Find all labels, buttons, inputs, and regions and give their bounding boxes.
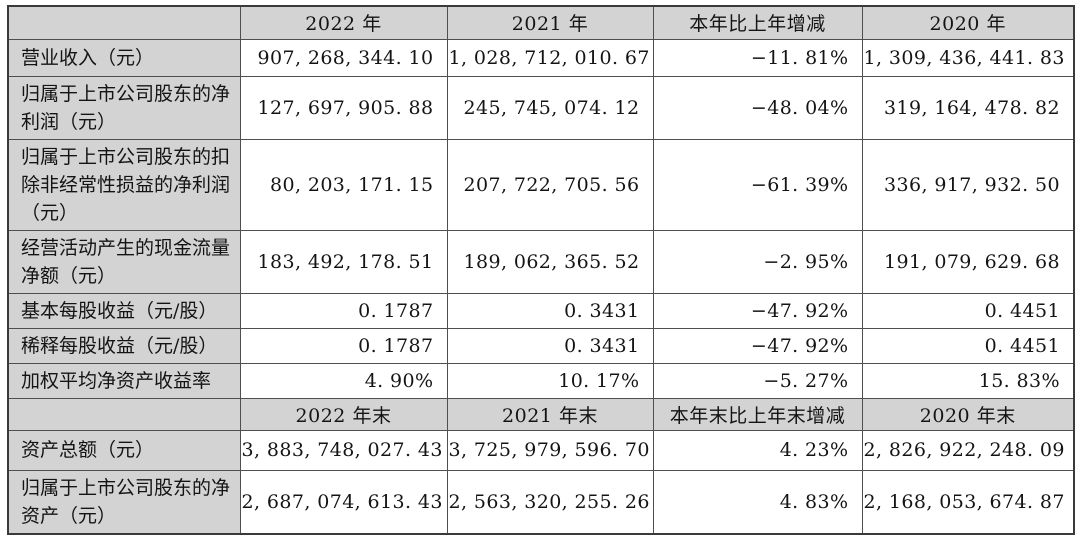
- cell-value: 183, 492, 178. 51: [239, 229, 448, 294]
- cell-value: 2, 168, 053, 674. 87: [861, 469, 1075, 534]
- table-header-row-annual: 2022 年 2021 年 本年比上年增减 2020 年: [7, 5, 1075, 40]
- table-row-weighted-avg-roe: 加权平均净资产收益率 4. 90% 10. 17% −5. 27% 15. 83…: [7, 362, 1075, 399]
- column-header-2022: 2022 年: [239, 5, 448, 40]
- key-financials-table: 2022 年 2021 年 本年比上年增减 2020 年 营业收入（元） 907…: [7, 5, 1075, 535]
- column-header-2021-end: 2021 年末: [446, 397, 654, 431]
- cell-value: 1, 309, 436, 441. 83: [861, 38, 1075, 77]
- cell-value: 0. 1787: [239, 327, 448, 364]
- cell-value: 336, 917, 932. 50: [861, 138, 1075, 231]
- row-label: 加权平均净资产收益率: [7, 362, 241, 399]
- cell-value: −5. 27%: [652, 362, 863, 399]
- cell-value: 0. 3431: [446, 292, 654, 329]
- cell-value: 3, 725, 979, 596. 70: [446, 429, 654, 471]
- cell-value: 319, 164, 478. 82: [861, 75, 1075, 140]
- table-row-diluted-eps: 稀释每股收益（元/股） 0. 1787 0. 3431 −47. 92% 0. …: [7, 327, 1075, 364]
- cell-value: 4. 23%: [652, 429, 863, 471]
- table-row-revenue: 营业收入（元） 907, 268, 344. 10 1, 028, 712, 0…: [7, 38, 1075, 77]
- table-row-total-assets: 资产总额（元） 3, 883, 748, 027. 43 3, 725, 979…: [7, 429, 1075, 471]
- cell-value: 10. 17%: [446, 362, 654, 399]
- row-label: 归属于上市公司股东的净利润（元）: [7, 75, 241, 140]
- cell-value: −61. 39%: [652, 138, 863, 231]
- table-header-row-end-of-year: 2022 年末 2021 年末 本年末比上年末增减 2020 年末: [7, 397, 1075, 431]
- cell-value: 80, 203, 171. 15: [239, 138, 448, 231]
- cell-value: 0. 4451: [861, 327, 1075, 364]
- cell-value: 2, 687, 074, 613. 43: [239, 469, 448, 534]
- cell-value: 127, 697, 905. 88: [239, 75, 448, 140]
- cell-value: 191, 079, 629. 68: [861, 229, 1075, 294]
- corner-cell: [7, 397, 241, 431]
- cell-value: 0. 3431: [446, 327, 654, 364]
- cell-value: 15. 83%: [861, 362, 1075, 399]
- row-label: 营业收入（元）: [7, 38, 241, 77]
- cell-value: −47. 92%: [652, 327, 863, 364]
- cell-value: −2. 95%: [652, 229, 863, 294]
- cell-value: 189, 062, 365. 52: [446, 229, 654, 294]
- row-label: 经营活动产生的现金流量净额（元）: [7, 229, 241, 294]
- cell-value: 3, 883, 748, 027. 43: [239, 429, 448, 471]
- cell-value: 0. 1787: [239, 292, 448, 329]
- cell-value: 245, 745, 074. 12: [446, 75, 654, 140]
- column-header-2021: 2021 年: [446, 5, 654, 40]
- cell-value: 4. 90%: [239, 362, 448, 399]
- cell-value: 907, 268, 344. 10: [239, 38, 448, 77]
- cell-value: 2, 563, 320, 255. 26: [446, 469, 654, 534]
- table-row-net-profit: 归属于上市公司股东的净利润（元） 127, 697, 905. 88 245, …: [7, 75, 1075, 140]
- column-header-2020-end: 2020 年末: [861, 397, 1075, 431]
- column-header-eoy-change: 本年末比上年末增减: [652, 397, 863, 431]
- cell-value: 1, 028, 712, 010. 67: [446, 38, 654, 77]
- column-header-yoy-change: 本年比上年增减: [652, 5, 863, 40]
- table-row-operating-cash-flow: 经营活动产生的现金流量净额（元） 183, 492, 178. 51 189, …: [7, 229, 1075, 294]
- cell-value: 2, 826, 922, 248. 09: [861, 429, 1075, 471]
- table-row-basic-eps: 基本每股收益（元/股） 0. 1787 0. 3431 −47. 92% 0. …: [7, 292, 1075, 329]
- cell-value: 207, 722, 705. 56: [446, 138, 654, 231]
- cell-value: −48. 04%: [652, 75, 863, 140]
- row-label: 稀释每股收益（元/股）: [7, 327, 241, 364]
- row-label: 基本每股收益（元/股）: [7, 292, 241, 329]
- row-label: 归属于上市公司股东的净资产（元）: [7, 469, 241, 534]
- table-row-net-assets: 归属于上市公司股东的净资产（元） 2, 687, 074, 613. 43 2,…: [7, 469, 1075, 534]
- corner-cell: [7, 5, 241, 40]
- cell-value: −47. 92%: [652, 292, 863, 329]
- row-label: 归属于上市公司股东的扣除非经常性损益的净利润（元）: [7, 138, 241, 231]
- cell-value: −11. 81%: [652, 38, 863, 77]
- table-row-net-profit-deducting-nonrecurring: 归属于上市公司股东的扣除非经常性损益的净利润（元） 80, 203, 171. …: [7, 138, 1075, 231]
- column-header-2022-end: 2022 年末: [239, 397, 448, 431]
- column-header-2020: 2020 年: [861, 5, 1075, 40]
- row-label: 资产总额（元）: [7, 429, 241, 471]
- cell-value: 0. 4451: [861, 292, 1075, 329]
- cell-value: 4. 83%: [652, 469, 863, 534]
